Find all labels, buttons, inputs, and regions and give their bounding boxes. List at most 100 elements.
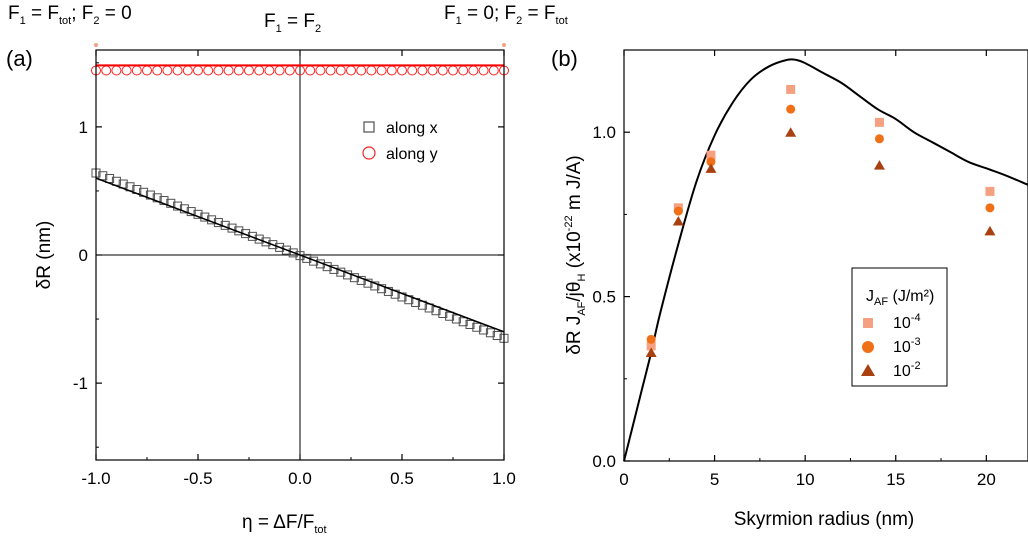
fit-line-along-x — [95, 177, 505, 333]
data-point-along-y — [152, 65, 163, 76]
data-point-jaf-1e-2 — [645, 347, 657, 357]
data-point-along-y — [356, 65, 367, 76]
data-point-along-y — [427, 65, 438, 76]
data-point-jaf-1e-4 — [786, 84, 796, 94]
data-point-along-y — [172, 65, 183, 76]
data-point-along-y — [142, 65, 152, 76]
x-tick-label: 0 — [619, 470, 628, 489]
data-point-along-x — [465, 320, 475, 330]
data-point-along-x — [492, 331, 502, 341]
data-point-jaf-1e-3 — [673, 206, 683, 216]
data-point-jaf-1e-3 — [985, 203, 995, 213]
data-point-along-y — [478, 65, 489, 76]
x-tick-label: 5 — [710, 470, 719, 489]
data-point-along-x — [275, 242, 285, 252]
data-point-along-y — [233, 65, 244, 76]
model-curve — [623, 58, 1028, 462]
data-point-jaf-1e-2 — [984, 225, 996, 236]
data-point-along-y — [182, 65, 193, 76]
data-point-along-y — [458, 65, 469, 76]
panel-a-frame — [95, 49, 505, 461]
data-point-along-y — [366, 65, 377, 76]
data-point-along-x — [383, 286, 393, 296]
data-point-along-x — [451, 314, 461, 324]
top-marker-left — [94, 43, 98, 47]
annotation-right: F1 = 0; F2 = Ftot — [444, 3, 568, 27]
panel-a-marks: -1.0 -0.5 0.0 0.5 1.0 -1 0 1 — [73, 50, 516, 488]
legend-label-along-x: along x — [386, 120, 438, 137]
data-point-along-x — [254, 234, 264, 244]
data-point-along-y — [193, 65, 203, 76]
data-point-along-y — [335, 65, 346, 76]
data-point-along-x — [186, 207, 196, 217]
data-point-jaf-1e-2 — [785, 127, 797, 137]
x-tick-label: 15 — [886, 470, 905, 489]
panel-a-ylabel: δR (nm) — [34, 221, 55, 290]
data-point-along-x — [261, 237, 271, 247]
x-tick-label: 0.5 — [390, 469, 414, 488]
data-point-jaf-1e-3 — [646, 334, 656, 344]
y-tick-label: 1 — [79, 118, 88, 137]
x-tick-label: 20 — [977, 470, 996, 489]
y-tick-label: 1.0 — [592, 123, 616, 142]
data-point-along-x — [281, 245, 291, 255]
x-tick-label: -0.5 — [183, 469, 212, 488]
data-point-along-y — [121, 65, 132, 76]
data-point-along-x — [472, 322, 482, 332]
legend-marker-1e-4 — [863, 318, 873, 328]
legend-marker-along-y — [362, 146, 376, 160]
legend-marker-1e-2 — [861, 364, 875, 376]
data-point-along-y — [254, 65, 265, 76]
data-point-along-y — [325, 65, 336, 76]
data-point-jaf-1e-4 — [646, 341, 656, 351]
data-point-along-y — [417, 65, 428, 76]
data-point-along-y — [315, 65, 326, 76]
y-tick-label: -1 — [73, 374, 88, 393]
y-tick-label: 0 — [79, 246, 88, 265]
data-point-along-y — [468, 65, 479, 76]
annotation-center: F1 = F2 — [264, 11, 321, 35]
panel-b-legend: JAF (J/m²) 10-4 10-3 10-2 — [851, 267, 948, 387]
data-point-along-x — [370, 281, 380, 291]
data-point-along-y — [111, 65, 122, 76]
top-marker-right — [502, 43, 506, 47]
data-point-jaf-1e-2 — [873, 160, 885, 170]
data-point-along-x — [179, 204, 189, 214]
data-point-along-y — [437, 65, 448, 76]
y-tick-label: 0.5 — [592, 288, 616, 307]
data-point-along-y — [264, 65, 275, 76]
data-point-jaf-1e-2 — [705, 163, 717, 173]
data-point-along-x — [173, 201, 183, 211]
data-point-along-x — [98, 171, 108, 181]
data-point-along-y — [274, 65, 285, 76]
panel-b-label: (b) — [551, 46, 578, 71]
data-point-along-x — [445, 311, 455, 321]
data-point-along-x — [458, 317, 468, 327]
data-point-along-y — [407, 65, 418, 76]
data-point-along-y — [213, 65, 224, 76]
panel-a-legend: along x along y — [362, 120, 438, 163]
x-tick-label: 10 — [796, 470, 815, 489]
panel-a-label: (a) — [6, 46, 33, 71]
annotation-left: F1 = Ftot; F2 = 0 — [8, 3, 132, 27]
data-point-along-y — [386, 65, 397, 76]
data-point-along-y — [305, 65, 316, 76]
data-point-jaf-1e-4 — [706, 150, 716, 160]
data-point-along-x — [288, 248, 298, 258]
x-tick-label: 1.0 — [492, 469, 516, 488]
data-point-along-x — [479, 325, 489, 335]
data-point-along-y — [448, 65, 458, 76]
x-tick-label: -1.0 — [81, 469, 110, 488]
y-tick-label: 0.0 — [592, 452, 616, 471]
panel-a-xlabel-main: η = ΔF/F — [242, 512, 314, 533]
data-point-along-x — [295, 251, 305, 261]
data-point-along-y — [397, 65, 407, 76]
legend-marker-1e-3 — [862, 341, 874, 353]
data-point-along-y — [488, 65, 499, 76]
x-tick-label: 0.0 — [288, 469, 312, 488]
data-point-jaf-1e-2 — [672, 215, 684, 226]
data-point-along-x — [356, 275, 366, 285]
data-point-jaf-1e-3 — [706, 157, 716, 167]
data-point-along-x — [377, 284, 387, 294]
